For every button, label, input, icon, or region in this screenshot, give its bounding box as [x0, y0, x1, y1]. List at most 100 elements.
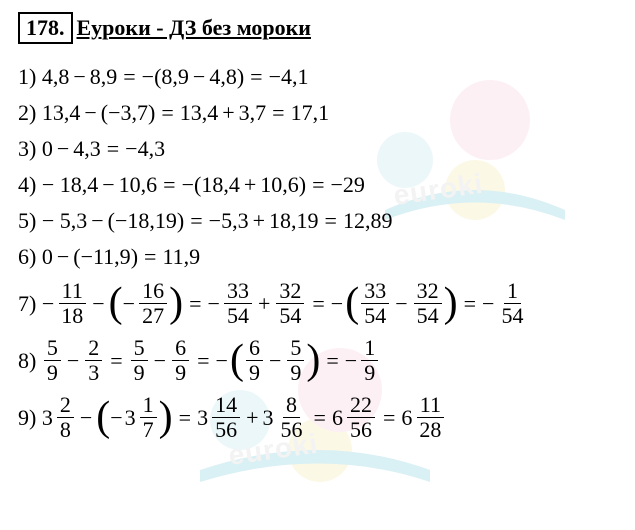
line-5: 5) − 5,3 − ( − 18,19 ) = −5,3 + 18,19 = … — [18, 208, 617, 234]
op: − — [269, 348, 281, 374]
fraction: 3354 — [361, 280, 389, 327]
paren-left: ( — [109, 285, 123, 323]
val: 10,6 — [260, 172, 299, 198]
eq: = — [197, 348, 209, 374]
paren: ( — [194, 172, 201, 198]
mixed-number: 62256 — [332, 394, 377, 441]
op: − — [102, 172, 114, 198]
paren-group: ( 3354 − 3254 ) — [345, 280, 457, 327]
paren: ( — [101, 100, 108, 126]
paren-left: ( — [230, 342, 244, 380]
paren: ) — [148, 100, 155, 126]
result: −4,1 — [269, 64, 309, 90]
mixed-number: 61128 — [401, 394, 446, 441]
eq: = — [190, 208, 202, 234]
content: 178.Еуроки - ДЗ без мороки 1) 4,8 − 8,9 … — [18, 12, 617, 441]
neg: − — [482, 291, 494, 317]
op: − — [395, 291, 407, 317]
paren: ) — [299, 172, 306, 198]
idx: 4) — [18, 172, 36, 198]
val: 18,19 — [269, 208, 319, 234]
eq: = — [250, 64, 262, 90]
eq: = — [179, 405, 191, 431]
paren-right: ) — [169, 285, 183, 323]
fraction: 154 — [498, 280, 526, 327]
result: 12,89 — [343, 208, 393, 234]
neg: − — [345, 348, 357, 374]
eq: = — [163, 172, 175, 198]
val: 18,4 — [201, 172, 240, 198]
val: 18,4 — [60, 172, 99, 198]
neg: − — [110, 405, 122, 431]
problem-number: 178. — [18, 12, 73, 44]
paren: ( — [73, 244, 80, 270]
idx: 2) — [18, 100, 36, 126]
val: 3,7 — [121, 100, 149, 126]
val: −5,3 — [209, 208, 249, 234]
neg: − — [123, 291, 135, 317]
val: 0 — [42, 136, 53, 162]
paren: ( — [154, 64, 161, 90]
mixed-number: 31456 — [197, 394, 242, 441]
neg: − — [208, 291, 220, 317]
line-3: 3) 0 − 4,3 = −4,3 — [18, 136, 617, 162]
fraction: 69 — [172, 337, 189, 384]
pre: − — [42, 172, 54, 198]
paren-left: ( — [96, 399, 110, 437]
fraction: 69 — [246, 337, 263, 384]
fraction: 3354 — [224, 280, 252, 327]
eq: = — [312, 172, 324, 198]
op: − — [92, 291, 104, 317]
mixed-number: 3856 — [263, 394, 308, 441]
val: 11,9 — [93, 244, 131, 270]
val: 8,9 — [161, 64, 189, 90]
val: 4,8 — [209, 64, 237, 90]
paren: ) — [237, 64, 244, 90]
paren: ) — [177, 208, 184, 234]
header: 178.Еуроки - ДЗ без мороки — [18, 12, 311, 44]
pre: − — [42, 208, 54, 234]
op: − — [193, 64, 205, 90]
line-6: 6) 0 − ( − 11,9 ) = 11,9 — [18, 244, 617, 270]
eq: = — [272, 100, 284, 126]
idx: 5) — [18, 208, 36, 234]
result: −29 — [331, 172, 365, 198]
mixed-number: 317 — [125, 394, 159, 441]
neg: − — [42, 291, 54, 317]
idx: 7) — [18, 291, 36, 317]
idx: 3) — [18, 136, 36, 162]
op: + — [222, 100, 234, 126]
val: 3,7 — [239, 100, 267, 126]
op: − — [154, 348, 166, 374]
fraction: 1627 — [139, 280, 167, 327]
eq: = — [326, 348, 338, 374]
paren-right: ) — [444, 285, 458, 323]
op: + — [253, 208, 265, 234]
eq: = — [144, 244, 156, 270]
idx: 8) — [18, 348, 36, 374]
op: + — [258, 291, 270, 317]
neg: − — [115, 208, 127, 234]
eq: = — [312, 291, 324, 317]
paren: ) — [131, 244, 138, 270]
neg: − — [142, 64, 154, 90]
fraction: 3254 — [276, 280, 304, 327]
line-8: 8) 59 − 23 = 59 − 69 = − ( 69 − 59 ) = −… — [18, 337, 617, 384]
paren-group: ( 69 − 59 ) — [230, 337, 320, 384]
line-2: 2) 13,4 − ( − 3,7 ) = 13,4 + 3,7 = 17,1 — [18, 100, 617, 126]
fraction: 59 — [287, 337, 304, 384]
result: 17,1 — [291, 100, 330, 126]
fraction: 19 — [361, 337, 378, 384]
line-9: 9) 328 − ( − 317 ) = 31456 + 3856 = 6225… — [18, 394, 617, 441]
paren-right: ) — [306, 342, 320, 380]
idx: 6) — [18, 244, 36, 270]
paren-group: ( − 317 ) — [96, 394, 172, 441]
op: + — [246, 405, 258, 431]
paren: ( — [108, 208, 115, 234]
val: 13,4 — [42, 100, 81, 126]
val: 18,19 — [127, 208, 177, 234]
val: 4,3 — [73, 136, 101, 162]
paren-left: ( — [345, 285, 359, 323]
op: − — [57, 244, 69, 270]
neg: − — [81, 244, 93, 270]
